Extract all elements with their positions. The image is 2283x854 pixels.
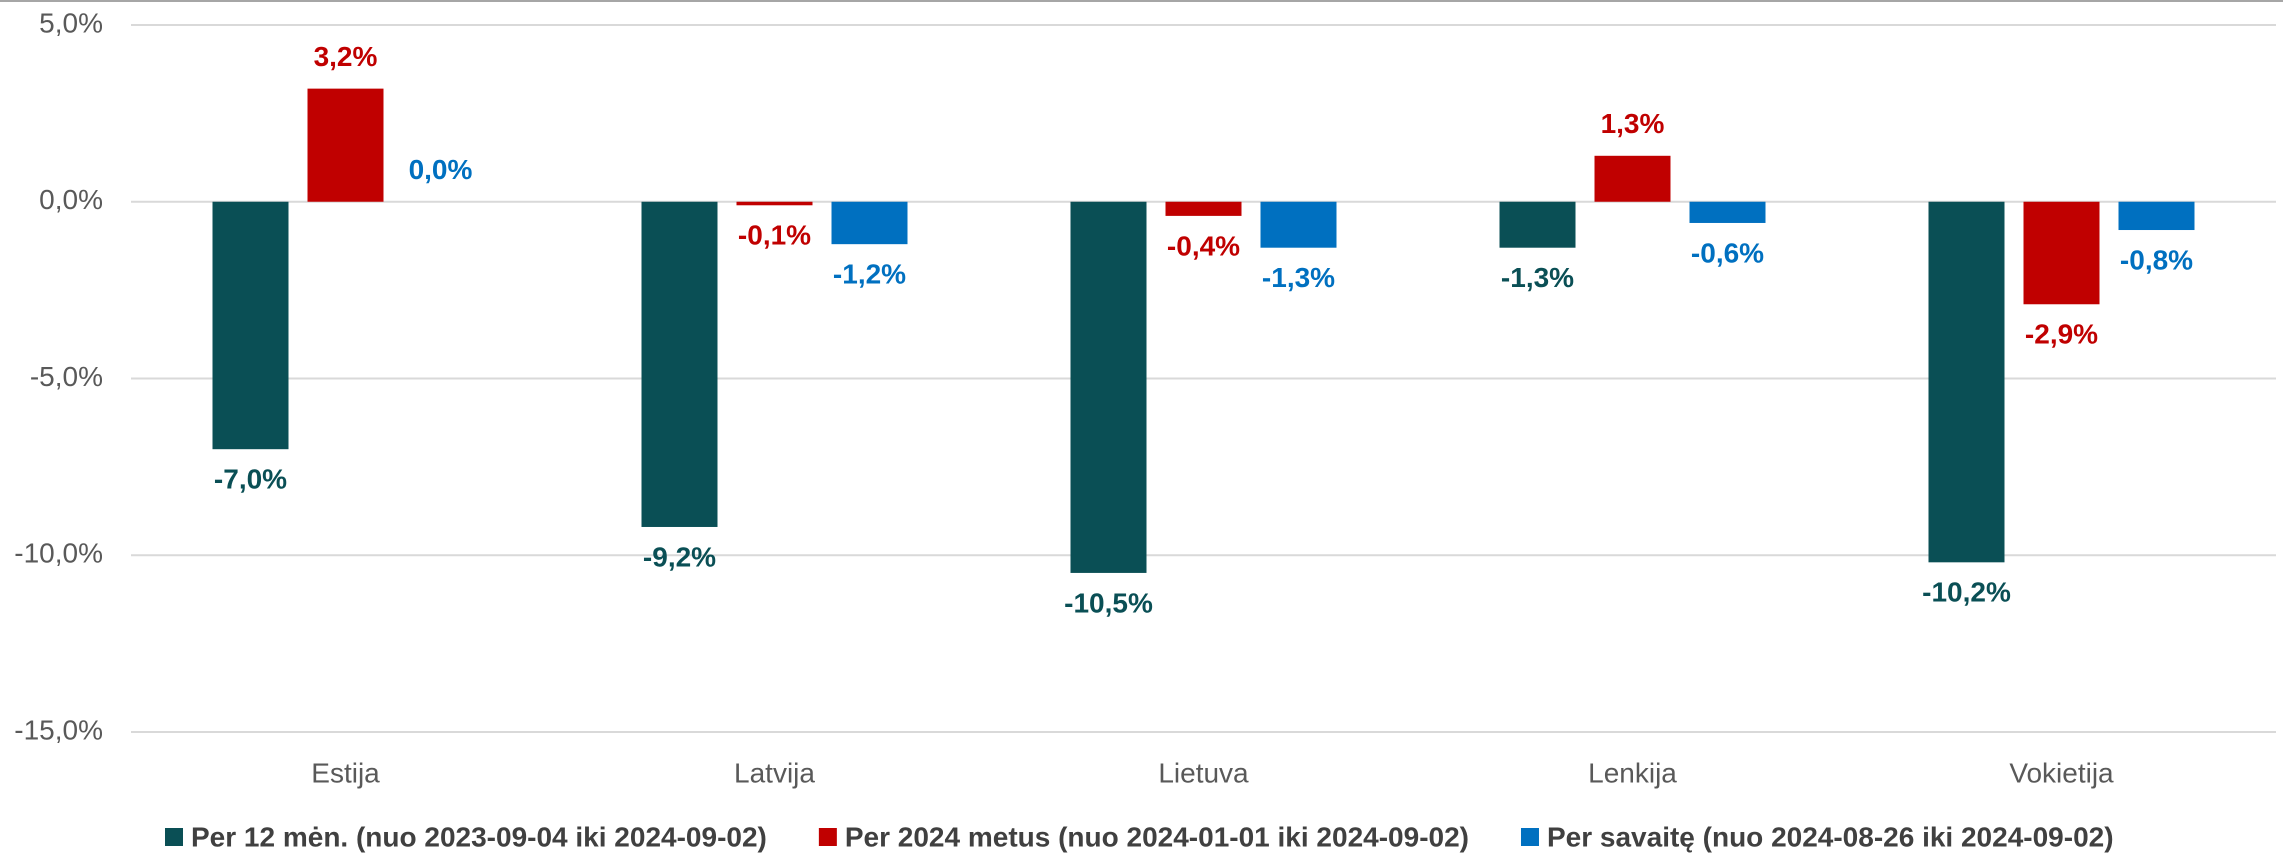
legend-label: Per savaitę (nuo 2024-08-26 iki 2024-09-… [1547,821,2114,852]
x-tick-label: Lietuva [1158,757,1249,788]
bar [307,88,384,202]
bar [736,201,813,206]
bar [2118,201,2195,231]
legend-swatch [818,828,837,846]
y-tick-label: 5,0% [39,7,103,38]
data-label: -2,9% [2025,319,2098,350]
data-label: -10,5% [1064,587,1153,618]
data-label: -9,2% [643,541,716,572]
data-label: -1,3% [1262,262,1335,293]
bar [1928,201,2005,563]
legend-label: Per 2024 metus (nuo 2024-01-01 iki 2024-… [845,821,1469,852]
data-label: -0,1% [738,220,811,251]
legend-swatch [165,828,183,846]
bar [1165,201,1242,216]
legend-swatch [1520,828,1539,846]
data-label: -1,3% [1501,262,1574,293]
bar [2023,201,2100,305]
data-label: -1,2% [833,259,906,290]
bar [1689,201,1766,223]
data-label: 1,3% [1601,108,1665,139]
x-tick-label: Lenkija [1588,757,1677,788]
x-tick-label: Estija [311,757,380,788]
bar [1260,201,1337,248]
bar [212,201,289,450]
bar [831,201,908,245]
legend-label: Per 12 mėn. (nuo 2023-09-04 iki 2024-09-… [191,821,767,852]
y-tick-label: -15,0% [14,714,103,745]
bar [1070,201,1147,573]
bar [1594,155,1671,202]
y-tick-label: -5,0% [30,361,103,392]
bar [1499,201,1576,248]
data-label: 0,0% [409,154,473,185]
bar [641,201,718,527]
data-label: -7,0% [214,464,287,495]
data-label: -0,4% [1167,230,1240,261]
y-tick-label: 0,0% [39,184,103,215]
x-tick-label: Vokietija [2009,757,2114,788]
x-tick-label: Latvija [734,757,815,788]
data-label: 3,2% [314,41,378,72]
y-tick-label: -10,0% [14,538,103,569]
data-label: -0,8% [2120,244,2193,275]
data-label: -10,2% [1922,577,2011,608]
data-label: -0,6% [1691,237,1764,268]
